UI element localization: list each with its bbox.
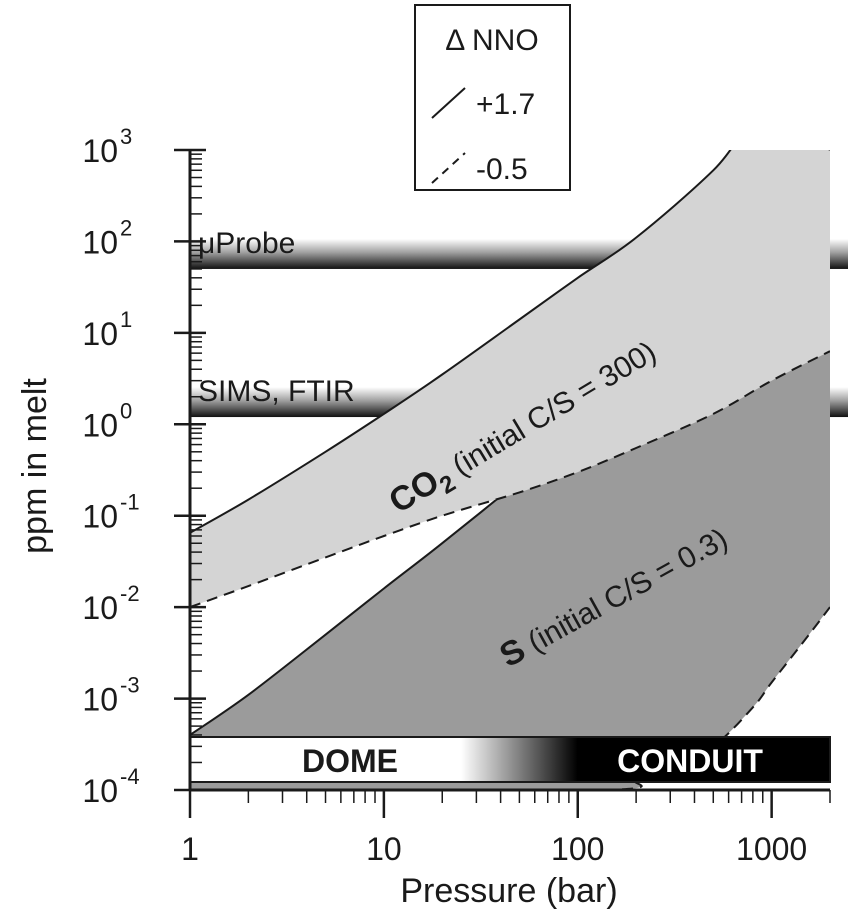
series-areas (190, 150, 830, 790)
y-tick-exponent: -2 (120, 581, 140, 606)
x-tick-label: 100 (551, 831, 604, 867)
y-tick-exponent: 2 (120, 215, 132, 240)
y-tick-exponent: 3 (120, 124, 132, 149)
series-lower-line-1 (190, 606, 830, 790)
y-tick-exponent: -1 (120, 490, 140, 515)
series-lower-line-0 (190, 350, 830, 609)
y-tick-label: 10 (82, 682, 118, 718)
x-axis-label: Pressure (bar) (400, 872, 617, 910)
y-tick-label: 10 (82, 407, 118, 443)
x-tick-label: 1 (181, 831, 199, 867)
zone-bar-fill (189, 736, 831, 783)
y-tick-exponent: 1 (120, 307, 132, 332)
axes: 10 -410 -310 -210 -110 010 110 210 31 10 100 1000 (82, 124, 831, 867)
x-tick-label: 10 (366, 831, 402, 867)
series-area-0 (190, 150, 830, 608)
y-tick-label: 10 (82, 499, 118, 535)
y-tick-exponent: 0 (120, 398, 132, 423)
y-tick-label: 10 (82, 590, 118, 626)
legend: Δ NNO +1.7 -0.5 (414, 4, 571, 191)
y-tick-label: 10 (82, 133, 118, 169)
legend-title: Δ NNO (445, 24, 538, 57)
y-tick-exponent: -4 (120, 764, 140, 789)
zone-label-dome: DOME (302, 743, 398, 779)
legend-swatch-0 (431, 87, 466, 119)
y-tick-label: 10 (82, 224, 118, 260)
legend-label-1: -0.5 (476, 153, 528, 186)
legend-swatch-1 (431, 152, 466, 184)
zone-bar: DOME CONDUIT (189, 736, 831, 783)
y-tick-label: 10 (82, 773, 118, 809)
y-axis-label: ppm in melt (16, 378, 54, 554)
x-tick-label: 1000 (736, 831, 807, 867)
detection-band-label-1: SIMS, FTIR (198, 375, 355, 408)
detection-band-label-0: μProbe (198, 227, 295, 260)
series-upper-line-0 (190, 150, 830, 534)
zone-label-conduit: CONDUIT (617, 743, 763, 779)
legend-label-0: +1.7 (476, 88, 535, 121)
y-tick-label: 10 (82, 316, 118, 352)
y-tick-exponent: -3 (120, 673, 140, 698)
legend-box (414, 4, 571, 191)
